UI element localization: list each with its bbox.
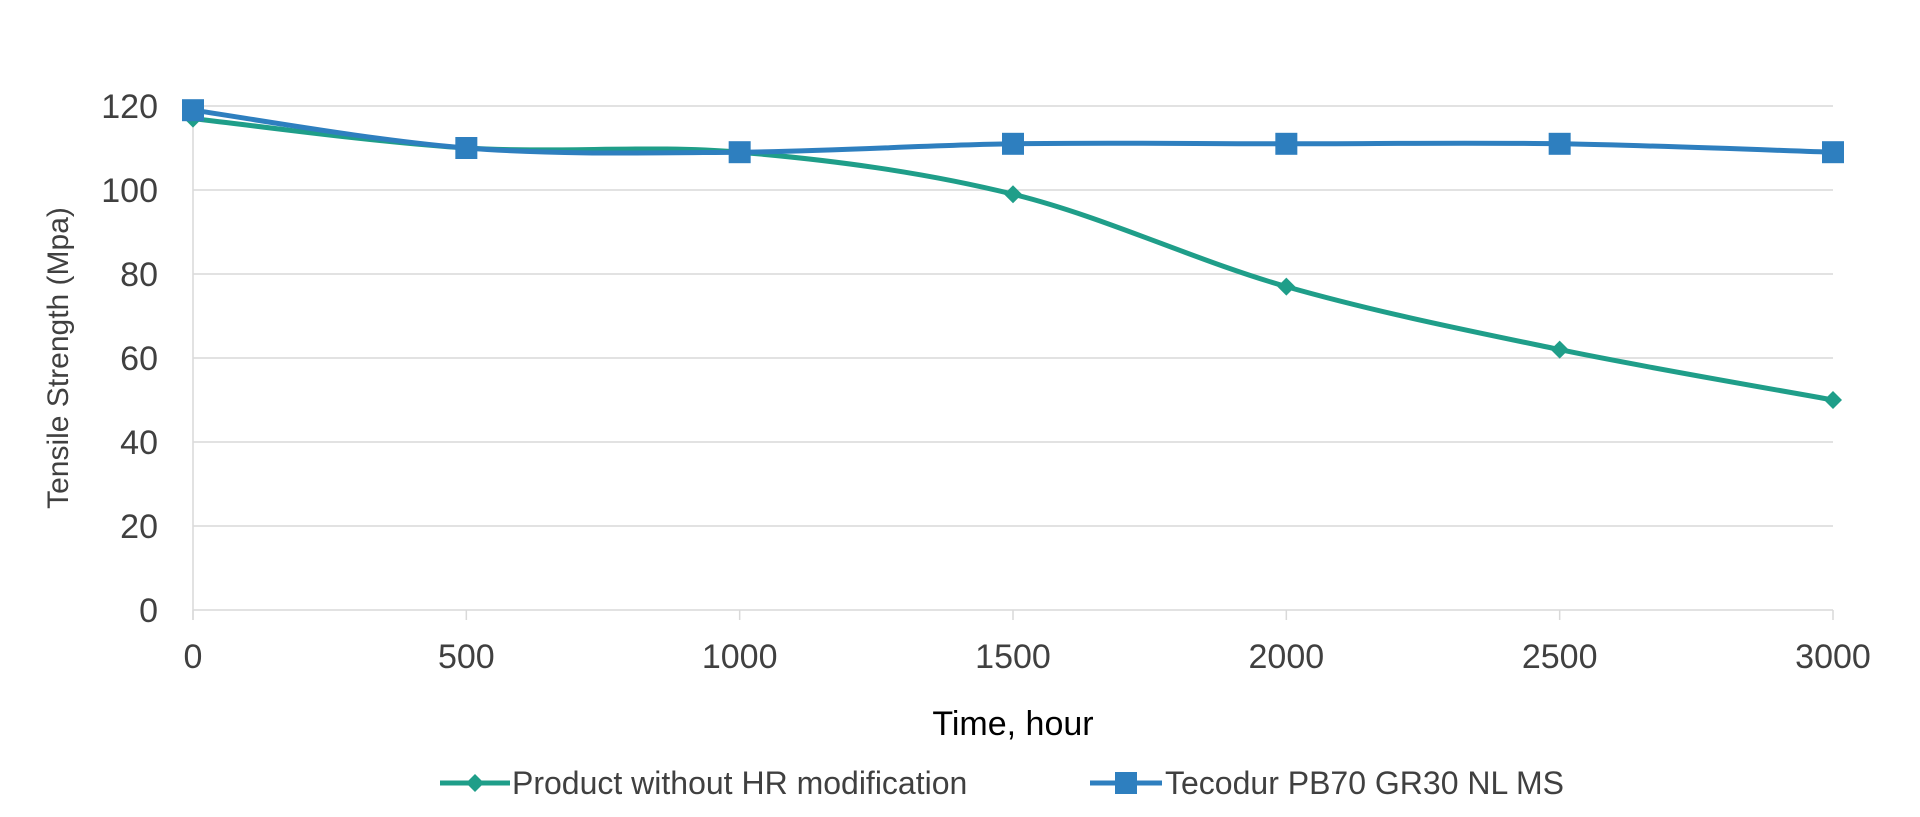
y-tick-label: 60 (120, 340, 158, 378)
data-point (1822, 141, 1844, 164)
legend-label: Product without HR modification (512, 765, 967, 801)
x-tick-label: 3000 (1795, 638, 1871, 676)
data-point (1548, 132, 1571, 155)
y-tick-label: 80 (120, 256, 158, 294)
y-tick-label: 100 (101, 172, 158, 210)
y-axis-title: Tensile Strength (Mpa) (42, 207, 75, 509)
y-tick-label: 40 (120, 424, 158, 462)
data-point (1275, 132, 1298, 155)
data-point (1004, 185, 1022, 204)
x-tick-label: 1500 (975, 638, 1051, 676)
x-axis-title: Time, hour (932, 705, 1093, 743)
legend-label: Tecodur PB70 GR30 NL MS (1165, 765, 1564, 801)
x-tick-label: 2500 (1522, 638, 1598, 676)
y-axis-ticks: 0 20 40 60 80 100 120 (101, 88, 158, 630)
x-axis-ticks: 0 500 1000 1500 2000 2500 3000 (184, 610, 1871, 676)
data-point (1550, 340, 1569, 359)
legend-item: Product without HR modification (440, 765, 967, 801)
x-tick-label: 2000 (1249, 638, 1325, 676)
data-point (728, 141, 751, 164)
legend: Product without HR modification Tecodur P… (440, 765, 1564, 801)
legend-marker (466, 774, 484, 792)
data-point (182, 99, 204, 122)
x-tick-label: 1000 (702, 638, 778, 676)
y-tick-label: 0 (139, 592, 158, 630)
data-point (1002, 132, 1024, 155)
x-tick-label: 500 (438, 638, 495, 676)
gridlines (192, 105, 1833, 620)
y-tick-label: 120 (101, 88, 158, 126)
series-group (182, 99, 1844, 409)
y-tick-label: 20 (120, 508, 158, 546)
legend-marker (1115, 772, 1137, 794)
data-point (1824, 391, 1842, 409)
x-tick-label: 0 (184, 638, 203, 676)
data-point (1277, 277, 1296, 296)
legend-item: Tecodur PB70 GR30 NL MS (1090, 765, 1564, 801)
series-2 (182, 99, 1844, 164)
data-point (455, 137, 478, 159)
